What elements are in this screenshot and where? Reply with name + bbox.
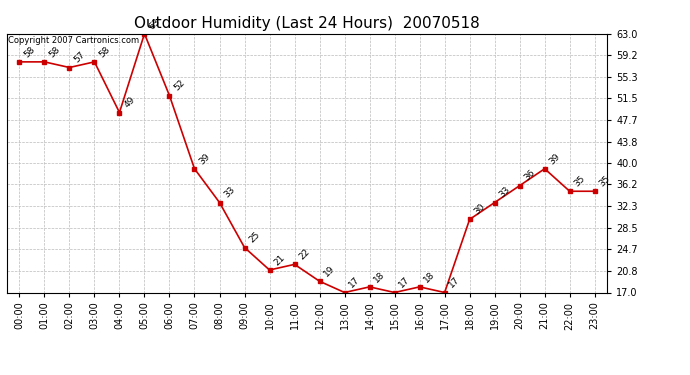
- Text: 35: 35: [598, 174, 612, 189]
- Text: 30: 30: [473, 202, 487, 217]
- Text: 35: 35: [573, 174, 587, 189]
- Text: 49: 49: [122, 95, 137, 110]
- Text: 22: 22: [297, 247, 312, 262]
- Text: 63: 63: [147, 16, 161, 31]
- Text: 52: 52: [172, 78, 187, 93]
- Text: 17: 17: [347, 275, 362, 290]
- Title: Outdoor Humidity (Last 24 Hours)  20070518: Outdoor Humidity (Last 24 Hours) 2007051…: [134, 16, 480, 31]
- Text: 58: 58: [47, 45, 61, 59]
- Text: 58: 58: [22, 45, 37, 59]
- Text: 17: 17: [447, 275, 462, 290]
- Text: 39: 39: [197, 152, 212, 166]
- Text: 19: 19: [322, 264, 337, 279]
- Text: 58: 58: [97, 45, 112, 59]
- Text: 17: 17: [397, 275, 412, 290]
- Text: 33: 33: [497, 185, 512, 200]
- Text: 36: 36: [522, 168, 537, 183]
- Text: 18: 18: [422, 270, 437, 284]
- Text: 33: 33: [222, 185, 237, 200]
- Text: 21: 21: [273, 253, 287, 267]
- Text: 18: 18: [373, 270, 387, 284]
- Text: 57: 57: [72, 50, 87, 65]
- Text: Copyright 2007 Cartronics.com: Copyright 2007 Cartronics.com: [8, 36, 139, 45]
- Text: 25: 25: [247, 230, 262, 245]
- Text: 39: 39: [547, 152, 562, 166]
